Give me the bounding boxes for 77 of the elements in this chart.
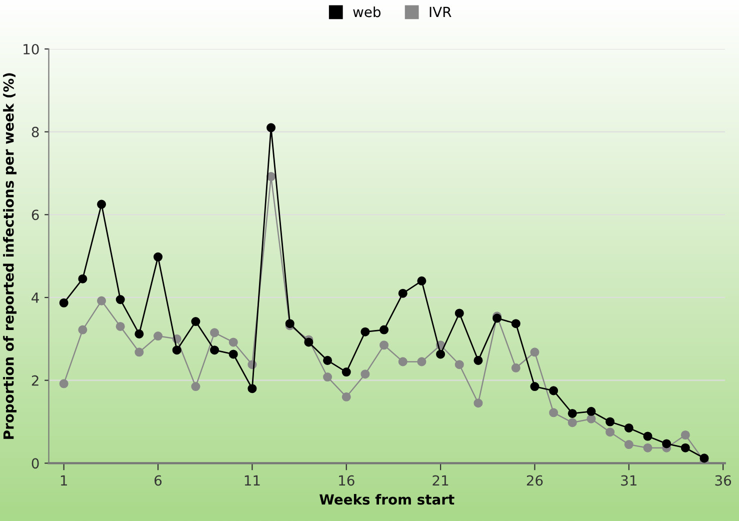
y-tick-label: 6 (32, 210, 39, 220)
point (606, 417, 615, 426)
point (454, 360, 464, 370)
point (228, 338, 238, 347)
x-tick-label: 21 (432, 475, 448, 486)
point (248, 384, 257, 394)
point (210, 346, 220, 355)
x-axis-title: Weeks from start (320, 494, 454, 505)
point (360, 370, 370, 379)
point (210, 328, 220, 338)
x-tick-label: 1 (60, 475, 67, 486)
x-tick-label: 11 (244, 475, 260, 486)
point (474, 356, 483, 365)
point (304, 338, 314, 347)
point (586, 414, 596, 424)
point (530, 348, 540, 357)
point (116, 322, 125, 331)
point (134, 348, 144, 357)
point (511, 363, 520, 372)
point (228, 350, 238, 359)
point (59, 379, 68, 388)
legend-label: IVR (430, 6, 452, 18)
y-tick-label: 2 (32, 375, 38, 386)
point (511, 319, 520, 328)
x-tick-label: 26 (526, 475, 543, 486)
point (680, 443, 690, 452)
legend-label: web (353, 6, 381, 18)
point (568, 408, 577, 418)
point (417, 276, 426, 286)
point (549, 408, 558, 418)
y-tick-label: 0 (32, 458, 39, 469)
point (398, 357, 408, 366)
point (454, 308, 464, 318)
point (116, 295, 125, 304)
point (568, 418, 577, 428)
point (380, 325, 389, 334)
x-tick-label: 6 (154, 475, 162, 486)
point (78, 274, 88, 284)
point (700, 454, 709, 463)
point (436, 350, 446, 359)
point (154, 331, 163, 341)
point (97, 200, 106, 209)
y-axis-title: Proportion of reported infections per week (%) (3, 73, 17, 439)
point (586, 406, 596, 416)
x-tick-label: 16 (339, 475, 354, 486)
point (643, 443, 652, 452)
point (474, 398, 483, 408)
point (266, 123, 276, 132)
point (360, 327, 370, 336)
point (624, 423, 634, 432)
point (191, 382, 200, 392)
point (97, 296, 106, 306)
point (323, 372, 332, 382)
point (172, 346, 182, 355)
point (643, 432, 652, 441)
point (342, 392, 351, 402)
y-tick-label: 4 (32, 292, 39, 303)
x-tick-label: 31 (621, 475, 636, 486)
point (154, 252, 163, 262)
point (417, 357, 426, 366)
point (134, 329, 144, 338)
point (549, 386, 558, 396)
point (380, 340, 389, 350)
point (530, 382, 540, 392)
point (398, 288, 408, 298)
point (59, 298, 68, 308)
point (662, 439, 672, 448)
point (78, 325, 88, 334)
y-tick-label: 8 (32, 126, 39, 138)
point (606, 428, 615, 437)
point (323, 356, 332, 365)
point (624, 440, 634, 450)
point (680, 430, 690, 440)
y-tick-label: 10 (24, 44, 39, 54)
point (191, 317, 200, 326)
point (342, 368, 351, 377)
x-tick-label: 36 (715, 475, 732, 486)
